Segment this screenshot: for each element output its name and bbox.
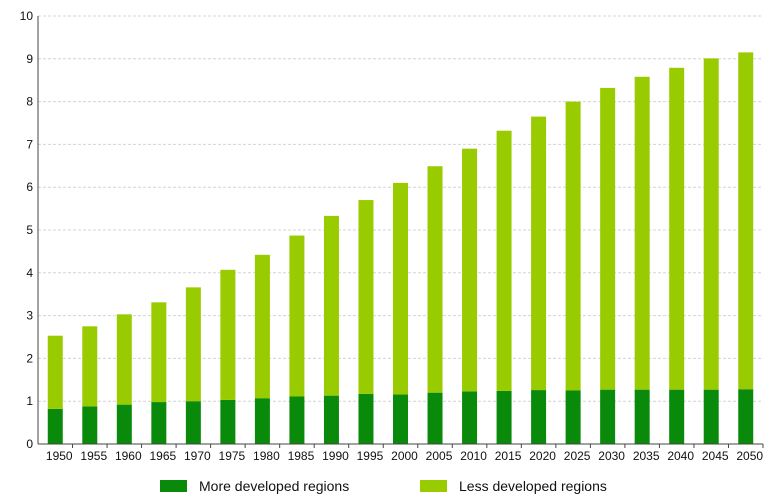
y-tick-label: 5 xyxy=(26,223,33,237)
bar-less-developed xyxy=(427,166,443,393)
y-tick-label: 2 xyxy=(26,351,33,365)
legend-swatch-less-developed xyxy=(420,480,447,492)
x-axis-ticks: 1950 1955 1960 1965 1970 1975 1980 1985 1990 1995… xyxy=(46,449,763,463)
bar-more-developed xyxy=(738,389,754,444)
bar-less-developed xyxy=(600,87,616,390)
x-tick-label: 1985 xyxy=(288,449,315,463)
bar-more-developed xyxy=(565,390,581,444)
y-tick-label: 9 xyxy=(26,52,33,66)
y-tick-label: 8 xyxy=(26,95,33,109)
x-tick-label: 2025 xyxy=(564,449,591,463)
x-tick-label: 1990 xyxy=(322,449,349,463)
y-tick-label: 3 xyxy=(26,309,33,323)
bar-more-developed xyxy=(82,406,98,444)
x-tick-label: 2045 xyxy=(702,449,729,463)
bar-more-developed xyxy=(289,396,305,444)
x-tick-label: 1995 xyxy=(357,449,384,463)
bar-more-developed xyxy=(47,408,63,444)
bar-less-developed xyxy=(323,215,339,396)
bar-more-developed xyxy=(116,404,132,444)
bar-less-developed xyxy=(738,52,754,390)
x-tick-label: 2005 xyxy=(426,449,453,463)
legend-label-less-developed: Less developed regions xyxy=(459,478,607,494)
x-tick-label: 1975 xyxy=(219,449,246,463)
bar-more-developed xyxy=(185,401,201,444)
bar-more-developed xyxy=(254,398,270,444)
bar-less-developed xyxy=(531,116,547,391)
x-tick-label: 2020 xyxy=(529,449,556,463)
y-tick-label: 4 xyxy=(26,266,33,280)
y-tick-label: 0 xyxy=(26,437,33,451)
y-tick-label: 7 xyxy=(26,137,33,151)
bar-more-developed xyxy=(393,394,408,444)
bar-less-developed xyxy=(462,148,478,392)
legend: More developed regions Less developed re… xyxy=(0,478,774,500)
bar-more-developed xyxy=(151,402,167,444)
bar-less-developed xyxy=(151,302,167,403)
y-tick-label: 10 xyxy=(20,9,34,23)
y-axis-ticks: 0 1 2 3 4 5 6 7 8 9 10 xyxy=(20,9,34,451)
bar-less-developed xyxy=(703,58,719,390)
x-tick-label: 1970 xyxy=(184,449,211,463)
x-tick-label: 2010 xyxy=(460,449,487,463)
bar-less-developed xyxy=(669,67,685,390)
bar-less-developed xyxy=(634,76,650,390)
bar-more-developed xyxy=(634,389,650,444)
x-tick-label: 2000 xyxy=(391,449,418,463)
x-tick-label: 1950 xyxy=(46,449,73,463)
bar-less-developed xyxy=(254,254,270,399)
bar-more-developed xyxy=(220,399,236,444)
bar-more-developed xyxy=(427,392,443,444)
x-tick-label: 1960 xyxy=(115,449,142,463)
bar-less-developed xyxy=(289,235,305,397)
bar-less-developed xyxy=(185,287,201,402)
bar-less-developed xyxy=(82,326,98,407)
bar-less-developed xyxy=(220,269,236,400)
legend-item-more-developed: More developed regions xyxy=(160,478,349,494)
bar-less-developed xyxy=(393,182,408,395)
x-tick-label: 2015 xyxy=(495,449,522,463)
bar-more-developed xyxy=(323,395,339,444)
bar-less-developed xyxy=(496,130,512,391)
x-tick-label: 1965 xyxy=(149,449,176,463)
bar-more-developed xyxy=(669,389,685,444)
bar-more-developed xyxy=(531,390,547,444)
x-tick-label: 2030 xyxy=(598,449,625,463)
stacked-bar-chart: 0 1 2 3 4 5 6 7 8 9 10 1950 1955 1960 1965 1970 1975 198… xyxy=(20,9,764,463)
x-tick-label: 1955 xyxy=(80,449,107,463)
bar-less-developed xyxy=(358,200,374,394)
y-tick-label: 1 xyxy=(26,394,33,408)
bar-more-developed xyxy=(358,393,374,444)
bar-more-developed xyxy=(496,390,512,444)
x-tick-label: 2050 xyxy=(736,449,763,463)
bar-less-developed xyxy=(565,101,581,391)
axes xyxy=(37,16,764,448)
x-tick-label: 2040 xyxy=(667,449,694,463)
legend-item-less-developed: Less developed regions xyxy=(420,478,607,494)
y-tick-label: 6 xyxy=(26,180,33,194)
bar-less-developed xyxy=(116,314,132,405)
bars xyxy=(47,52,754,444)
legend-swatch-more-developed xyxy=(160,480,187,492)
legend-label-more-developed: More developed regions xyxy=(199,478,350,494)
bar-less-developed xyxy=(47,335,63,409)
bar-more-developed xyxy=(703,389,719,444)
bar-more-developed xyxy=(600,389,616,444)
x-tick-label: 2035 xyxy=(633,449,660,463)
bar-more-developed xyxy=(462,391,478,444)
x-tick-label: 1980 xyxy=(253,449,280,463)
